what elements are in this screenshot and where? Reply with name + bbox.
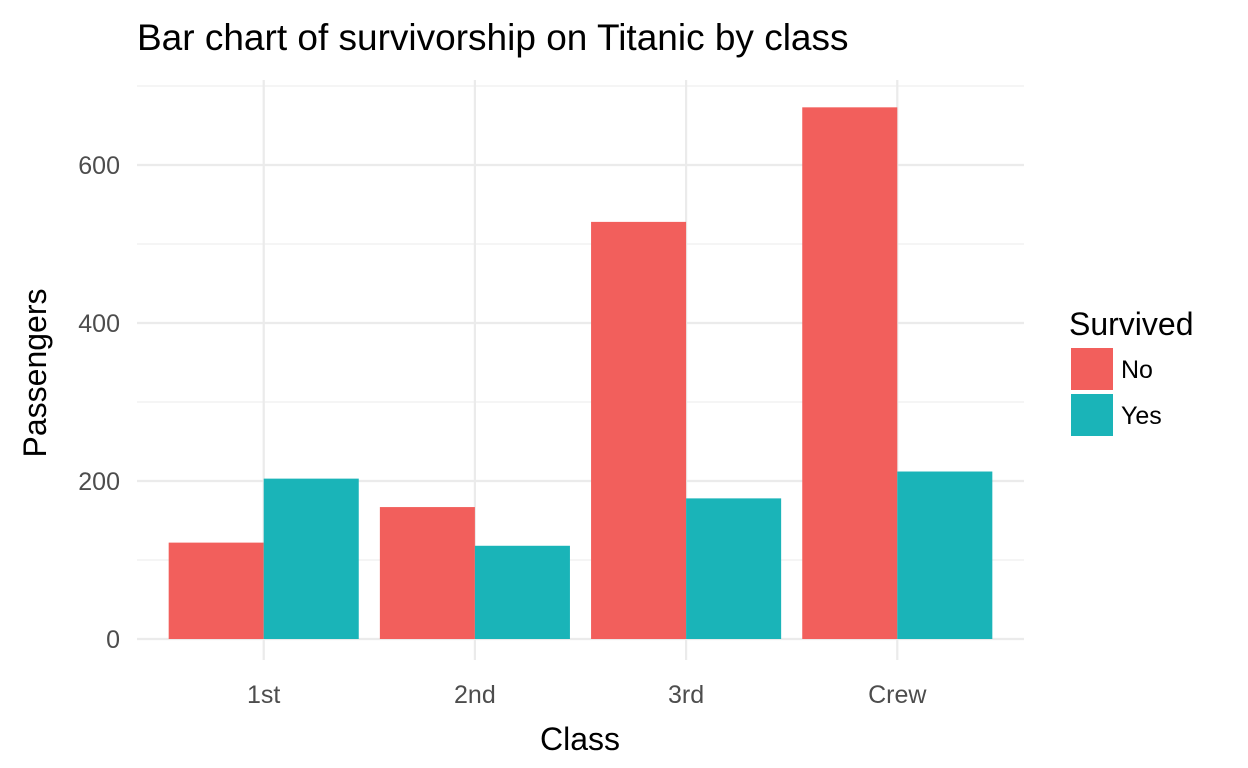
y-tick-label: 600 bbox=[78, 152, 120, 180]
y-axis-tick-labels: 0 200 400 600 bbox=[78, 152, 120, 654]
x-tick-label: 1st bbox=[247, 681, 280, 709]
bar-no-crew bbox=[802, 107, 898, 639]
bar-no-1st bbox=[168, 542, 264, 639]
x-tick-label: 3rd bbox=[668, 681, 704, 709]
legend: Survived No Yes bbox=[1069, 306, 1194, 436]
legend-key-no bbox=[1071, 348, 1113, 390]
bar-no-3rd bbox=[591, 221, 687, 639]
chart-title: Bar chart of survivorship on Titanic by … bbox=[137, 17, 849, 58]
bars bbox=[168, 107, 993, 639]
y-tick-label: 400 bbox=[78, 310, 120, 338]
x-tick-label: Crew bbox=[868, 681, 927, 709]
legend-key-yes bbox=[1071, 394, 1113, 436]
bar-yes-2nd bbox=[474, 545, 570, 639]
legend-label-no: No bbox=[1121, 356, 1153, 384]
bar-yes-3rd bbox=[686, 498, 782, 639]
x-axis-tick-labels: 1st 2nd 3rd Crew bbox=[247, 681, 927, 709]
y-tick-label: 200 bbox=[78, 468, 120, 496]
legend-title: Survived bbox=[1069, 306, 1194, 342]
bar-no-2nd bbox=[379, 507, 475, 639]
x-tick-label: 2nd bbox=[454, 681, 496, 709]
legend-items: No Yes bbox=[1071, 348, 1162, 436]
bar-yes-crew bbox=[897, 471, 993, 639]
x-axis-title: Class bbox=[540, 721, 620, 757]
y-axis-title: Passengers bbox=[17, 289, 53, 458]
bar-yes-1st bbox=[263, 478, 359, 639]
legend-label-yes: Yes bbox=[1121, 402, 1162, 430]
y-tick-label: 0 bbox=[106, 626, 120, 654]
